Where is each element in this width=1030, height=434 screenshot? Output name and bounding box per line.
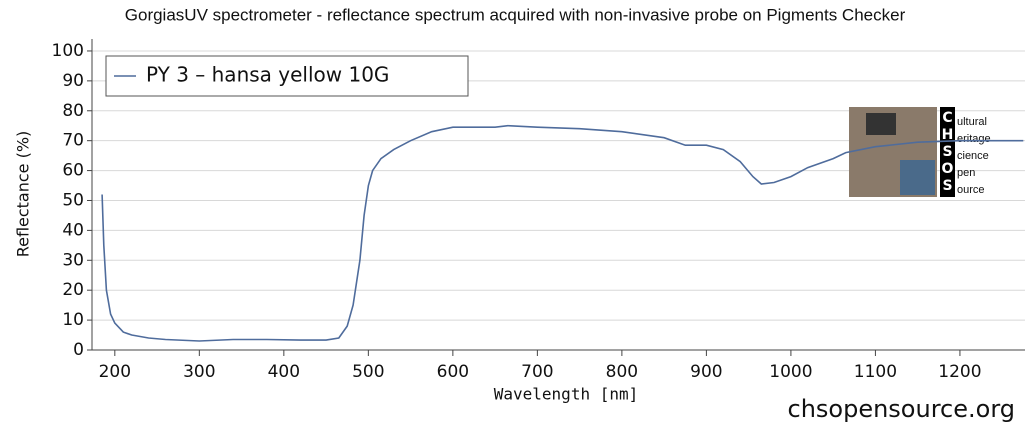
x-tick-label: 800 bbox=[606, 362, 638, 382]
x-tick-label: 200 bbox=[99, 362, 131, 382]
logo-word: cience bbox=[957, 150, 989, 162]
x-axis-label: Wavelength [nm] bbox=[494, 385, 639, 404]
x-tick-label: 900 bbox=[690, 362, 722, 382]
data-line bbox=[101, 124, 1024, 342]
logo-photo-detail bbox=[866, 113, 896, 135]
x-tick-label: 400 bbox=[268, 362, 300, 382]
logo-letter: H bbox=[942, 127, 954, 143]
x-tick-label: 600 bbox=[437, 362, 469, 382]
legend: PY 3 – hansa yellow 10G bbox=[105, 55, 469, 97]
logo-letter: C bbox=[942, 110, 952, 126]
logo-word: ultural bbox=[957, 116, 987, 128]
y-tick-label: 70 bbox=[62, 131, 84, 151]
logo-letter: O bbox=[942, 161, 954, 177]
x-tick-label: 700 bbox=[521, 362, 553, 382]
logo-word: pen bbox=[957, 167, 975, 179]
y-tick-label: 20 bbox=[62, 280, 84, 300]
footer: chsopensource.org bbox=[788, 395, 1016, 423]
y-tick-label: 0 bbox=[73, 340, 84, 360]
logo-word: ource bbox=[957, 184, 985, 196]
logo-strip bbox=[940, 107, 955, 197]
y-tick-label: 90 bbox=[62, 71, 84, 91]
x-tick-label: 1000 bbox=[769, 362, 812, 382]
x-tick-label: 300 bbox=[183, 362, 215, 382]
x-tick-label: 1100 bbox=[854, 362, 897, 382]
y-tick-label: 30 bbox=[62, 250, 84, 270]
y-tick-label: 80 bbox=[62, 101, 84, 121]
x-tick-label: 1200 bbox=[938, 362, 981, 382]
logo-word: eritage bbox=[957, 133, 991, 145]
y-tick-label: 100 bbox=[52, 41, 84, 61]
y-tick-label: 10 bbox=[62, 310, 84, 330]
logo-photo-detail bbox=[900, 160, 935, 195]
legend-box bbox=[105, 55, 469, 97]
logo-letter: S bbox=[942, 178, 952, 194]
y-tick-label: 40 bbox=[62, 220, 84, 240]
y-axis-label: Reflectance (%) bbox=[14, 131, 33, 258]
y-tick-label: 60 bbox=[62, 161, 84, 181]
x-tick-label: 500 bbox=[352, 362, 384, 382]
y-tick-label: 50 bbox=[62, 190, 84, 210]
chart-title: GorgiasUV spectrometer - reflectance spe… bbox=[125, 5, 906, 24]
legend-label: PY 3 – hansa yellow 10G bbox=[146, 63, 389, 87]
logo-letter: S bbox=[942, 144, 952, 160]
